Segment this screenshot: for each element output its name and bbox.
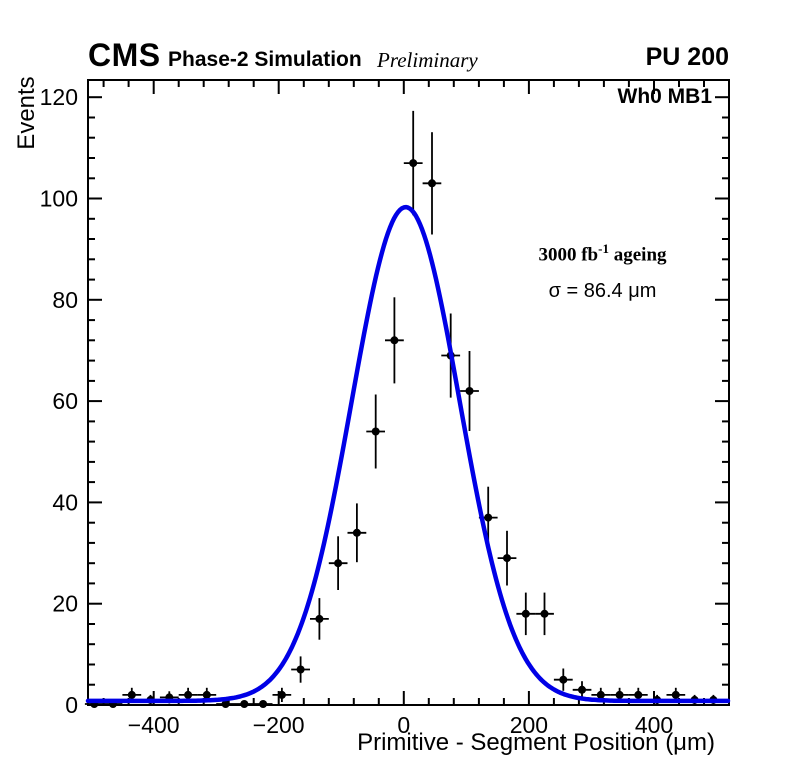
ageing-suffix: ageing [608, 244, 667, 266]
fit-curve [85, 204, 731, 704]
ageing-text: 3000 fb [538, 244, 599, 266]
x-tick-label: 400 [635, 712, 673, 738]
y-tick-label: 0 [65, 692, 78, 718]
cms-logo-text: CMS [88, 37, 161, 73]
sigma-annotation: σ = 86.4 μm [548, 280, 657, 302]
ageing-superscript: -1 [598, 241, 609, 256]
y-tick-label: 100 [40, 186, 78, 212]
y-tick-label: 120 [40, 84, 78, 110]
pileup-label: PU 200 [645, 43, 729, 71]
y-tick-label: 80 [52, 287, 78, 313]
x-axis-title: Primitive - Segment Position (μm) [357, 729, 715, 756]
ageing-annotation: 3000 fb-1 ageing [465, 241, 740, 266]
data-points [84, 110, 723, 708]
chamber-label: Wh0 MB1 [617, 85, 713, 108]
preliminary-label: Preliminary [377, 48, 478, 72]
x-tick-label: 200 [510, 712, 548, 738]
simulation-label: Phase-2 Simulation [168, 48, 362, 71]
plot-frame [87, 79, 730, 706]
y-axis-title: Events [13, 76, 40, 150]
x-tick-label: 0 [397, 712, 410, 738]
y-tick-label: 40 [52, 489, 78, 515]
y-tick-label: 60 [52, 388, 78, 414]
x-tick-label: −400 [128, 712, 180, 738]
x-tick-label: −200 [253, 712, 305, 738]
tick-labels: −400 −200 0 200 400 0 20 40 60 80 100 120 [40, 84, 674, 738]
y-tick-label: 20 [52, 591, 78, 617]
